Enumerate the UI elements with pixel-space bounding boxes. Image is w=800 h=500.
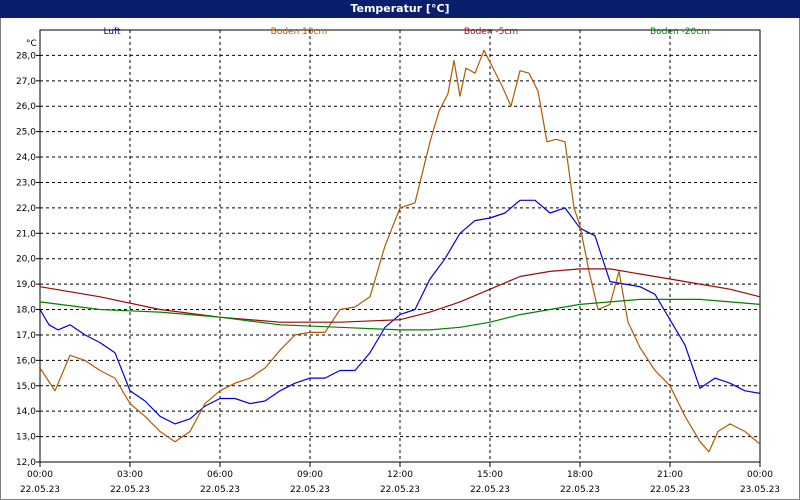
plot-frame bbox=[39, 29, 761, 463]
y-tick-label: 17,0 bbox=[16, 331, 36, 341]
series-line-boden-20cm bbox=[39, 298, 761, 331]
x-tick-time: 06:00 bbox=[207, 470, 233, 480]
y-tick-label: 21,0 bbox=[16, 229, 36, 239]
x-tick-labels: 00:00 22.05.23 03:00 22.05.23 06:00 22.05.23 0… bbox=[20, 470, 780, 495]
series-lines bbox=[39, 49, 761, 453]
y-axis-unit: °C bbox=[26, 39, 37, 49]
y-tick-label: 15,0 bbox=[16, 382, 36, 392]
x-tick-time: 21:00 bbox=[657, 470, 683, 480]
series-line-boden-10cm bbox=[39, 49, 761, 453]
legend-entry: Luft bbox=[103, 27, 121, 37]
y-tick-label: 26,0 bbox=[16, 102, 36, 112]
y-tick-label: 19,0 bbox=[16, 280, 36, 290]
x-tick-time: 15:00 bbox=[477, 470, 503, 480]
grid-lines bbox=[40, 30, 760, 463]
x-tick-time: 12:00 bbox=[387, 470, 413, 480]
x-tick-date: 22.05.23 bbox=[380, 485, 420, 495]
y-tick-label: 12,0 bbox=[16, 458, 36, 468]
legend-entry: Boden -20cm bbox=[650, 27, 710, 37]
series-line-luft bbox=[39, 199, 761, 425]
y-tick-label: 13,0 bbox=[16, 433, 36, 443]
x-tick-time: 03:00 bbox=[117, 470, 143, 480]
x-tick-date: 22.05.23 bbox=[290, 485, 330, 495]
y-tick-label: 23,0 bbox=[16, 178, 36, 188]
legend-entry: Boden 10cm bbox=[271, 27, 328, 37]
x-tick-time: 18:00 bbox=[567, 470, 593, 480]
x-tick-time: 00:00 bbox=[27, 470, 53, 480]
legend: Luft Boden 10cm Boden -5cm Boden -20cm bbox=[103, 27, 710, 37]
y-tick-label: 22,0 bbox=[16, 204, 36, 214]
x-tick-time: 00:00 bbox=[747, 470, 773, 480]
chart-title: Temperatur [°C] bbox=[0, 0, 800, 18]
x-tick-date: 22.05.23 bbox=[110, 485, 150, 495]
y-tick-labels: 12,0 13,0 14,0 15,0 16,0 17,0 18,0 19,0 20,0 21,0… bbox=[16, 51, 36, 468]
x-tick-date: 22.05.23 bbox=[650, 485, 690, 495]
y-tick-label: 20,0 bbox=[16, 255, 36, 265]
x-tick-date: 23.05.23 bbox=[740, 485, 780, 495]
x-tick-time: 09:00 bbox=[297, 470, 323, 480]
x-tick-date: 22.05.23 bbox=[560, 485, 600, 495]
x-tick-date: 22.05.23 bbox=[20, 485, 60, 495]
y-tick-label: 14,0 bbox=[16, 407, 36, 417]
y-tick-label: 27,0 bbox=[16, 77, 36, 87]
y-tick-label: 16,0 bbox=[16, 356, 36, 366]
axes bbox=[36, 29, 761, 467]
x-tick-date: 22.05.23 bbox=[470, 485, 510, 495]
y-tick-label: 25,0 bbox=[16, 128, 36, 138]
y-tick-label: 28,0 bbox=[16, 51, 36, 61]
y-tick-label: 24,0 bbox=[16, 153, 36, 163]
y-tick-label: 18,0 bbox=[16, 306, 36, 316]
x-tick-date: 22.05.23 bbox=[200, 485, 240, 495]
legend-entry: Boden -5cm bbox=[464, 27, 518, 37]
